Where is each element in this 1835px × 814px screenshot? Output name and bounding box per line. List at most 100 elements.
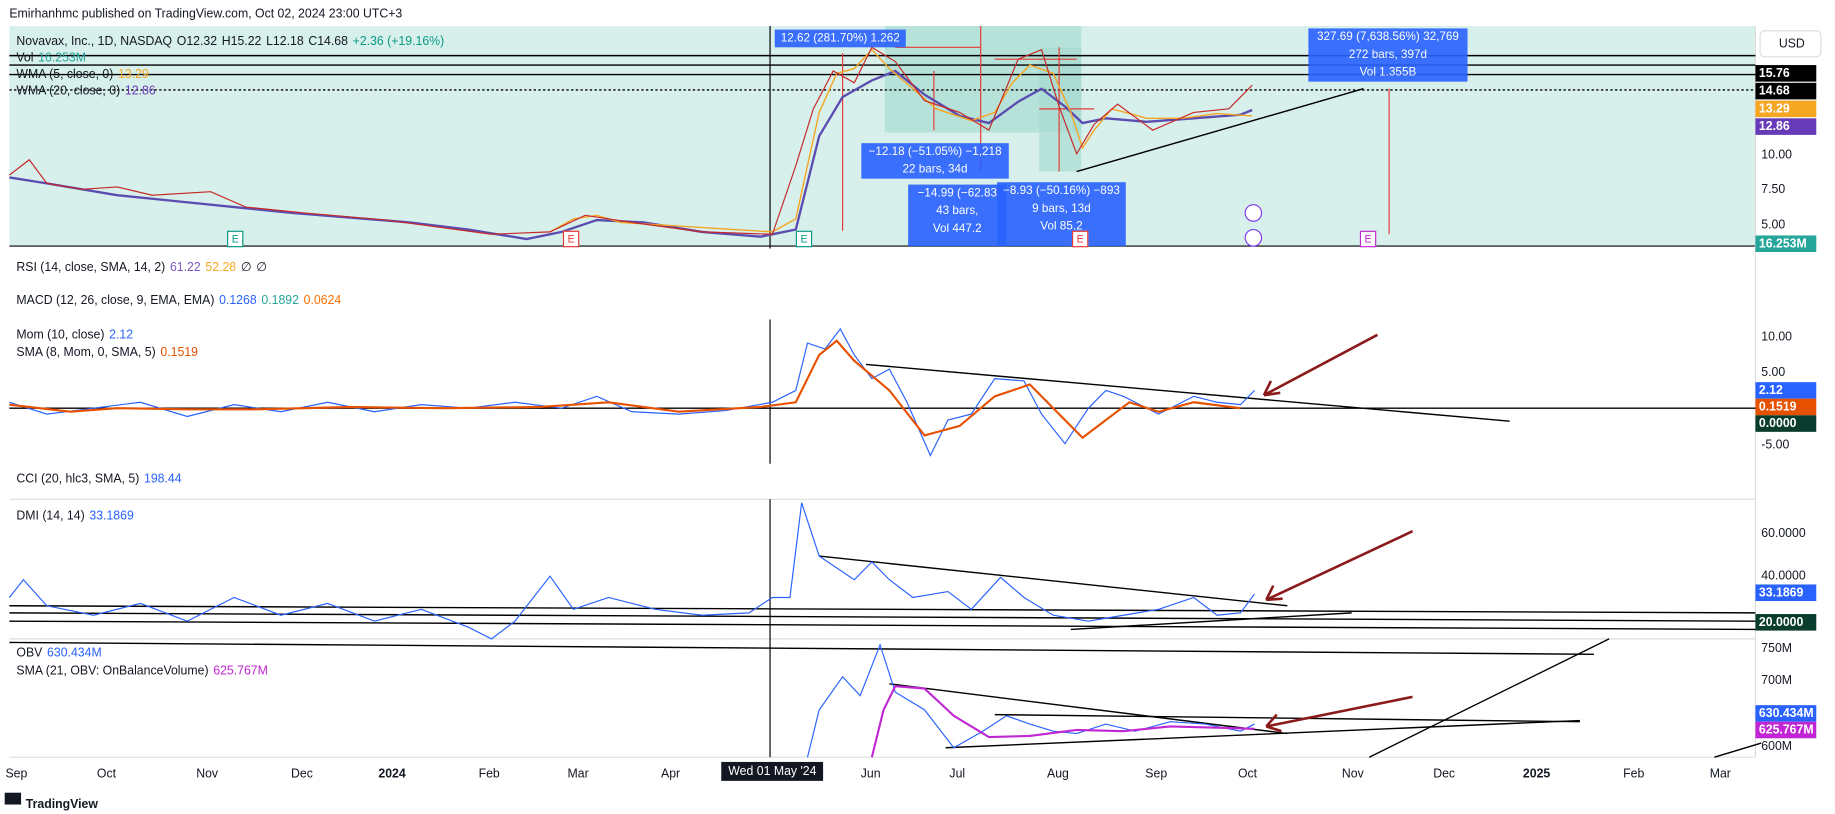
dmi-line (8, 502, 1256, 640)
time-label: Mar (567, 766, 589, 781)
value: 0.1892 (261, 293, 299, 308)
currency: USD (1778, 36, 1805, 51)
measure-box: 12.62 (281.70%) 1.262 (774, 29, 906, 48)
earnings-marker: E (227, 230, 244, 248)
ohlc: H15.22 (221, 34, 262, 49)
rsi-legend: RSI (14, close, SMA, 14, 2) 61.22 52.28 ∅ ∅ (16, 260, 271, 274)
time-label: Apr (661, 766, 681, 781)
axis-label: -5.00 (1761, 437, 1790, 452)
drawings (9, 54, 1762, 758)
symbol: Novavax, Inc., 1D, NASDAQ (16, 34, 173, 49)
label: CCI (20, hlc3, SMA, 5) (16, 472, 140, 487)
measure-text: Vol 1.355B (1359, 66, 1417, 80)
time-label: Nov (196, 766, 219, 781)
mom-legend: Mom (10, close) 2.12 (16, 328, 137, 342)
measure-text: 12.62 (281.70%) 1.262 (780, 31, 900, 45)
legend-row: Novavax, Inc., 1D, NASDAQ O12.32 H15.22 L12… (16, 34, 449, 48)
badge: 0.0000 (1755, 415, 1817, 432)
mom-sma-legend: SMA (8, Mom, 0, SMA, 5) 0.1519 (16, 345, 202, 359)
trendline (9, 605, 1756, 614)
tv-logo (4, 792, 22, 805)
label: Vol (16, 50, 34, 66)
value: ∅ (256, 260, 267, 275)
label: RSI (14, close, SMA, 14, 2) (16, 260, 166, 275)
time-label: Jun (860, 766, 881, 781)
trendline (865, 363, 1510, 422)
ohlc: O12.32 (176, 34, 218, 49)
trendline (945, 719, 1580, 749)
trendline (9, 641, 1594, 655)
label: MACD (12, 26, close, 9, EMA, EMA) (16, 293, 215, 308)
mom-sma-line (9, 339, 1241, 440)
value: 33.1869 (89, 508, 134, 523)
axis-label: 5.00 (1761, 365, 1786, 380)
value: 630.434M (47, 645, 102, 661)
time-label: Oct (1237, 766, 1258, 781)
measure-text: 327.69 (7,638.56%) 32,769 (1317, 30, 1459, 44)
axis-label: 10.00 (1761, 330, 1793, 345)
measure-text: 22 bars, 34d (902, 163, 968, 177)
value: 12.86 (124, 84, 156, 99)
badge: 2.12 (1755, 382, 1817, 399)
axis-label: 40.0000 (1761, 569, 1806, 584)
obv-line (806, 643, 1255, 758)
legend-row: WMA (20, close, 0) 12.86 (16, 84, 160, 98)
time-label: Jul (949, 766, 966, 781)
trendline (1076, 88, 1364, 173)
main-bg (9, 26, 1756, 247)
measure-box: −12.18 (−51.05%) −1,218 22 bars, 34d (861, 143, 1009, 179)
ohlc: L12.18 (266, 34, 304, 49)
value: 52.28 (205, 260, 237, 275)
icon (1244, 204, 1263, 222)
value: ∅ (240, 260, 252, 275)
macd-legend: MACD (12, 26, close, 9, EMA, EMA) 0.1268 0… (16, 293, 346, 307)
price-badge: 14.68 (1755, 82, 1817, 100)
value: 61.22 (169, 260, 201, 275)
publisher: Emirhanhmc published on TradingView.com,… (9, 7, 403, 22)
label: DMI (14, 14) (16, 508, 85, 523)
label: SMA (21, OBV: OnBalanceVolume) (16, 663, 209, 678)
label: SMA (8, Mom, 0, SMA, 5) (16, 345, 156, 360)
obv-sma-legend: SMA (21, OBV: OnBalanceVolume) 625.767M (16, 664, 272, 678)
badge: 630.434M (1755, 705, 1817, 722)
arrow (1265, 695, 1413, 733)
dmi-legend: DMI (14, 14) 33.1869 (16, 509, 138, 523)
measure-text: 9 bars, 13d (1032, 202, 1091, 216)
trendline (1714, 742, 1762, 758)
value: 0.1519 (160, 345, 198, 360)
trendline (9, 612, 1756, 622)
axis-label: 750M (1761, 641, 1793, 656)
time-label: Dec (1433, 766, 1456, 781)
value: 16.253M (38, 50, 86, 66)
price-badge: 13.29 (1755, 100, 1817, 118)
measure-text: Vol 85.2 (1040, 220, 1083, 234)
price-label: 5.00 (1761, 217, 1786, 232)
trendline (1368, 638, 1610, 758)
arrow (1265, 530, 1414, 602)
badge: 0.1519 (1755, 398, 1817, 416)
value: 0.0624 (303, 293, 342, 308)
time-label: 2025 (1522, 766, 1551, 781)
label: WMA (5, close, 0) (16, 67, 114, 82)
brand: TradingView (25, 797, 98, 812)
trendline (1070, 612, 1352, 631)
pane-borders (9, 26, 1757, 758)
measure-box: −14.99 (−62.83 43 bars, Vol 447.2 (908, 184, 1007, 247)
label: WMA (20, close, 0) (16, 84, 121, 99)
price-candles (9, 46, 1253, 235)
legend-row: Vol 16.253M (16, 51, 90, 65)
time-label: Aug (1046, 766, 1069, 781)
measure-box: 327.69 (7,638.56%) 32,769 272 bars, 397d V… (1308, 28, 1468, 82)
time-label: Feb (478, 766, 500, 781)
trendline (819, 555, 1288, 607)
price-label: 7.50 (1761, 182, 1786, 197)
time-label: Wed 01 May '24 (721, 761, 824, 781)
icon (1244, 228, 1263, 247)
ohlc: C14.68 (308, 34, 348, 49)
time-label: Mar (1709, 766, 1731, 781)
wma20-line (9, 69, 1253, 241)
measure-text: −12.18 (−51.05%) −1,218 (868, 145, 1002, 159)
obv-legend: OBV 630.434M (16, 646, 106, 660)
